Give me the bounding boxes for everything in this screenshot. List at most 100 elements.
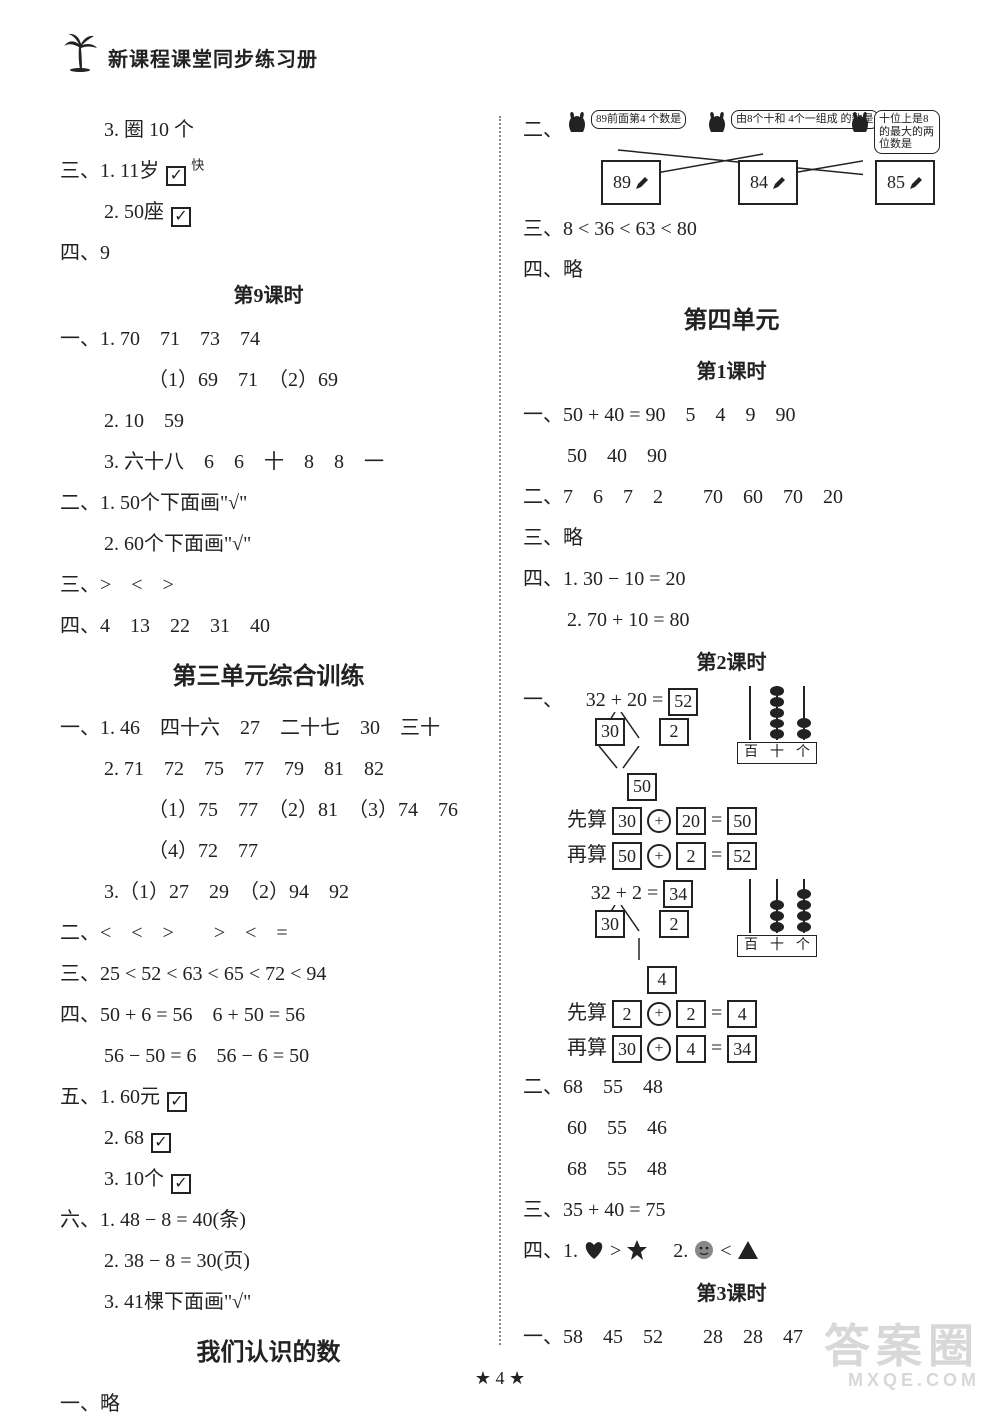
checkbox-icon: ✓ [167,1092,187,1112]
text-line: 2. 60个下面画"√" [60,524,477,565]
label: 一、 [523,686,567,714]
label: = [711,1002,722,1024]
circled-op: + [647,844,671,868]
label: 2. [653,1240,693,1262]
boxed-value: 50 [727,807,757,835]
content-columns: 3. 圈 10 个 三、1. 11岁 ✓ 快 2. 50座 ✓ 四、9 第9课时… [60,110,940,1351]
matching-diagram: 89前面第4 个数是 由8个十和 4个一组成 的数是 十位上是8 的最大的两 位… [563,110,940,205]
boxed-value: 2 [659,718,689,746]
label: 百 [744,743,758,763]
label: 个 [796,743,810,763]
text-line: 四、1. > 2. < [523,1231,940,1272]
value: 84 [750,164,768,201]
answer-box: 89 [601,160,661,205]
text-line: 三、1. 11岁 ✓ 快 [60,151,477,192]
label: 五、1. 60元 [60,1086,160,1108]
text-line: 三、35 + 40 = 75 [523,1190,940,1231]
text-line: 50 40 90 [523,436,940,477]
answer-box: 84 [738,160,798,205]
text-line: 四、1. 30 − 10 = 20 [523,559,940,600]
text-line: 60 55 46 [523,1108,940,1149]
abacus-icon: 百 十 个 [737,686,817,756]
right-column: 二、 89前面第4 个数是 由8个十和 4个一组成 的数是 十位上是8 的最大的… [501,110,940,1351]
section-title: 第三单元综合训练 [60,653,477,702]
value: 89 [613,164,631,201]
label: 二、 [523,110,563,209]
label: > [610,1240,626,1262]
label: 再算 [567,1037,607,1059]
abacus-stick [776,686,778,740]
pencil-icon [635,176,649,190]
label: = [711,1037,722,1059]
label: 四、1. [523,1240,583,1262]
text-line: 68 55 48 [523,1149,940,1190]
page-number: ★ 4 ★ [0,1368,1000,1389]
calc-line: 再算 30 + 4 = 34 [523,1032,940,1064]
text-line: 3. 圈 10 个 [60,110,477,151]
value: 85 [887,164,905,201]
text-line: 三、25 < 52 < 63 < 65 < 72 < 94 [60,954,477,995]
text-line: （4）72 77 [60,831,477,872]
text-line: 3. 10个 ✓ [60,1159,477,1200]
text-line: 一、58 45 52 28 28 47 [523,1317,940,1358]
text-line: 56 − 50 = 6 56 − 6 = 50 [60,1036,477,1077]
boxed-value: 52 [727,842,757,870]
lesson-title: 第1课时 [523,352,940,393]
circled-op: + [647,1037,671,1061]
lesson-title: 第2课时 [523,643,940,684]
boxed-value: 4 [676,1035,706,1063]
text-line: （1）69 71 （2）69 [60,360,477,401]
label: 百 [744,936,758,956]
abacus-stick [803,686,805,740]
label: < [720,1240,736,1262]
answer-box: 85 [875,160,935,205]
star-icon [626,1239,648,1261]
decomposition: 32 + 2 = 34 30 2 4 [567,879,717,994]
label: 2. 50座 [104,201,164,223]
decomp-lines [567,938,717,962]
calc-line: 再算 50 + 2 = 52 [523,839,940,871]
text-line: 2. 10 59 [60,401,477,442]
text-line: 一、略 [60,1384,477,1425]
pencil-icon [909,176,923,190]
decomposition: 32 + 20 = 52 30 2 50 [567,686,717,801]
left-column: 3. 圈 10 个 三、1. 11岁 ✓ 快 2. 50座 ✓ 四、9 第9课时… [60,110,499,1351]
label: = [711,844,722,866]
label: 三、1. 11岁 [60,160,159,182]
text-line: 2. 70 + 10 = 80 [523,600,940,641]
pencil-icon [772,176,786,190]
checkbox-icon: ✓ [151,1133,171,1153]
boxed-value: 30 [595,910,625,938]
abacus-stick [749,686,751,740]
lesson-title: 第9课时 [60,276,477,317]
checkbox-icon: ✓ [171,1174,191,1194]
calc-line: 先算 2 + 2 = 4 [523,997,940,1029]
boxed-value: 2 [659,910,689,938]
heart-icon [583,1239,605,1261]
text-line: 四、50 + 6 = 56 6 + 50 = 56 [60,995,477,1036]
smiley-icon [693,1239,715,1261]
text-line: 一、50 + 40 = 90 5 4 9 90 [523,395,940,436]
text-line: 3.（1）27 29 （2）94 92 [60,872,477,913]
boxed-value: 34 [727,1035,757,1063]
boxed-value: 2 [676,1000,706,1028]
label: 3. 10个 [104,1168,164,1190]
header-title: 新课程课堂同步练习册 [108,43,318,72]
text-line: 三、略 [523,518,940,559]
text-line: 2. 38 − 8 = 30(页) [60,1241,477,1282]
boxed-value: 30 [595,718,625,746]
checkbox-icon: ✓ [166,166,186,186]
checkbox-icon: ✓ [171,207,191,227]
text-line: 四、9 [60,233,477,274]
label: 2. 68 [104,1127,144,1149]
boxed-value: 30 [612,807,642,835]
label: 再算 [567,844,607,866]
text-line: 六、1. 48 − 8 = 40(条) [60,1200,477,1241]
text-line: 二、68 55 48 [523,1067,940,1108]
text-line: 3. 六十八 6 6 十 8 8 一 [60,442,477,483]
lesson-title: 第3课时 [523,1274,940,1315]
handwritten-note: 快 [191,157,204,172]
abacus-icon: 百 十 个 [737,879,817,949]
decomp-diagram-b: 32 + 2 = 34 30 2 4 百 十 [523,879,940,994]
abacus-stick [803,879,805,933]
